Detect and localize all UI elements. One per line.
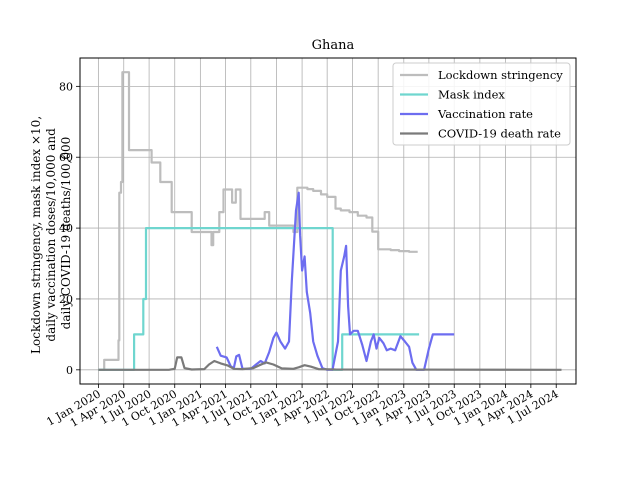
y-tick-label: 0 xyxy=(66,364,73,377)
legend-label: COVID-19 death rate xyxy=(438,127,561,141)
y-axis-label-line-1: Lockdown stringency, mask index ×10, xyxy=(29,116,43,354)
legend-label: Mask index xyxy=(438,88,505,102)
y-tick-label: 80 xyxy=(59,80,73,93)
series-line-mask-index xyxy=(98,227,420,371)
legend-label: Vaccination rate xyxy=(437,107,533,121)
legend-box xyxy=(392,62,571,146)
series-line-covid-19-death-rate xyxy=(98,356,562,371)
y-tick-label: 40 xyxy=(59,222,73,235)
legend-label: Lockdown stringency xyxy=(438,68,563,82)
legend: Lockdown stringency Mask index Vaccination… xyxy=(392,62,571,146)
y-axis-label-line-2: daily vaccination doses/10,000 and xyxy=(44,128,58,342)
y-axis-label-line-3: daily COVID-19 deaths/100,000 xyxy=(59,137,73,330)
y-axis-label: Lockdown stringency, mask index ×10, dai… xyxy=(29,112,73,354)
y-tick-label: 60 xyxy=(59,151,73,164)
chart-title: Ghana xyxy=(312,38,355,53)
series-line-lockdown-stringency xyxy=(98,71,418,371)
series-lines xyxy=(98,71,562,371)
y-tick-label: 20 xyxy=(59,293,73,306)
plot-frame xyxy=(79,57,577,385)
